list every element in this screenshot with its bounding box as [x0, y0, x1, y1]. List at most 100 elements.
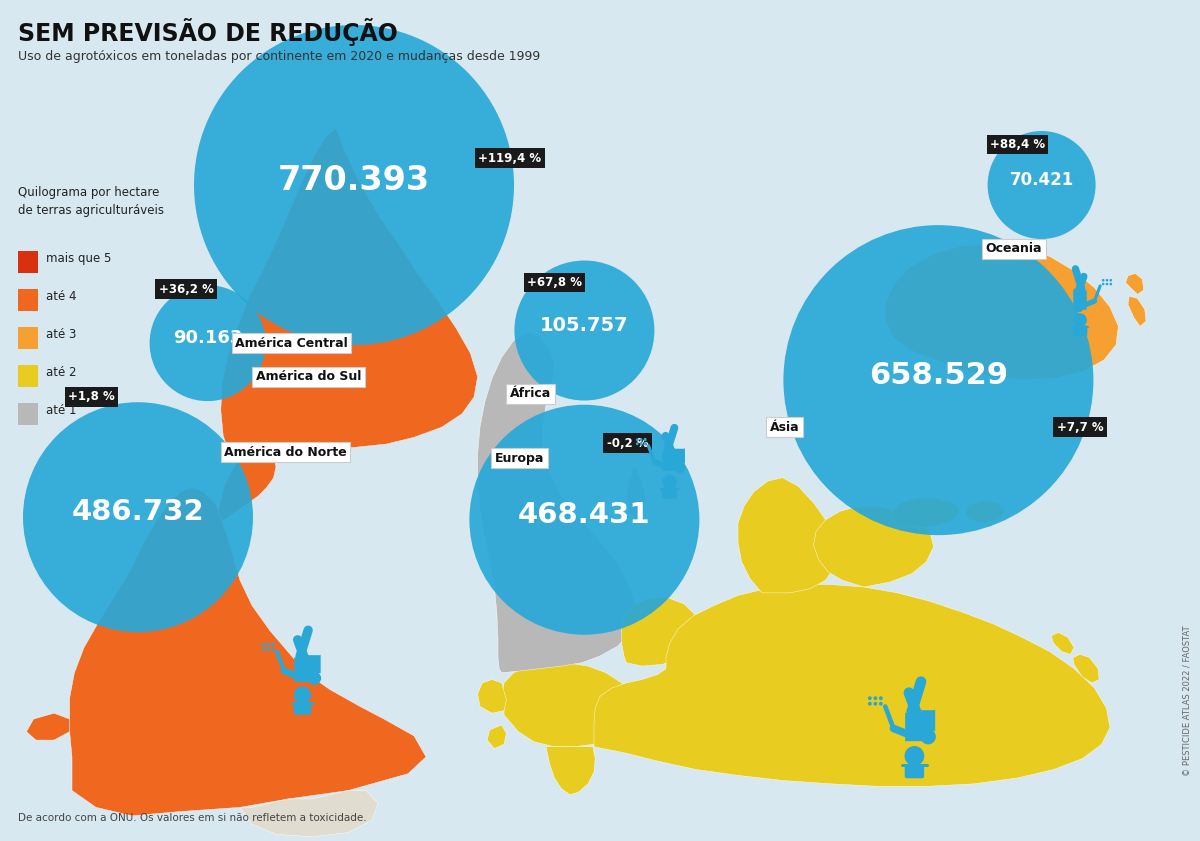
Text: Quilograma por hectare: Quilograma por hectare	[18, 186, 160, 198]
Circle shape	[266, 648, 270, 651]
Text: até 3: até 3	[46, 328, 77, 341]
Circle shape	[271, 643, 275, 646]
Polygon shape	[890, 498, 960, 528]
Text: De acordo com a ONU. Os valores em si não refletem a toxicidade.: De acordo com a ONU. Os valores em si nã…	[18, 813, 367, 823]
Polygon shape	[26, 713, 70, 740]
Polygon shape	[240, 791, 378, 837]
FancyBboxPatch shape	[1073, 325, 1087, 336]
Circle shape	[868, 696, 871, 700]
FancyBboxPatch shape	[18, 365, 38, 387]
FancyBboxPatch shape	[905, 764, 924, 778]
Text: América Central: América Central	[235, 336, 348, 350]
Text: -0,2 %: -0,2 %	[607, 436, 648, 450]
Polygon shape	[502, 663, 638, 747]
Ellipse shape	[784, 225, 1093, 535]
Text: 105.757: 105.757	[540, 316, 629, 335]
Text: 90.163: 90.163	[173, 329, 242, 347]
Text: Uso de agrotóxicos em toneladas por continente em 2020 e mudanças desde 1999: Uso de agrotóxicos em toneladas por cont…	[18, 50, 540, 63]
Text: +36,2 %: +36,2 %	[158, 283, 214, 296]
Polygon shape	[546, 747, 595, 795]
Circle shape	[640, 438, 643, 442]
Ellipse shape	[469, 405, 700, 635]
Ellipse shape	[150, 285, 265, 401]
Circle shape	[1074, 302, 1084, 312]
FancyBboxPatch shape	[1073, 290, 1087, 310]
FancyBboxPatch shape	[18, 326, 38, 349]
Polygon shape	[1126, 273, 1144, 294]
FancyBboxPatch shape	[294, 702, 311, 715]
Text: 658.529: 658.529	[869, 361, 1008, 389]
Text: 468.431: 468.431	[518, 500, 650, 529]
Circle shape	[307, 671, 322, 685]
Circle shape	[636, 438, 638, 442]
Polygon shape	[886, 244, 1118, 380]
Text: América do Sul: América do Sul	[256, 370, 361, 383]
FancyBboxPatch shape	[662, 450, 677, 472]
Text: 770.393: 770.393	[278, 163, 430, 197]
Circle shape	[1073, 314, 1087, 327]
Circle shape	[878, 701, 883, 706]
Text: SEM PREVISÃO DE REDUÇÃO: SEM PREVISÃO DE REDUÇÃO	[18, 18, 398, 46]
Polygon shape	[70, 488, 426, 816]
Polygon shape	[626, 467, 646, 520]
Ellipse shape	[988, 131, 1096, 239]
Circle shape	[1105, 283, 1109, 285]
Polygon shape	[478, 332, 636, 673]
Text: mais que 5: mais que 5	[46, 252, 112, 265]
Circle shape	[262, 643, 265, 646]
Circle shape	[905, 746, 924, 766]
Polygon shape	[221, 128, 478, 461]
Text: Oceania: Oceania	[985, 242, 1043, 256]
FancyBboxPatch shape	[674, 447, 685, 464]
Polygon shape	[487, 725, 506, 748]
FancyBboxPatch shape	[905, 712, 924, 743]
Circle shape	[643, 438, 647, 442]
Circle shape	[1102, 279, 1104, 282]
Text: até 2: até 2	[46, 366, 77, 379]
FancyBboxPatch shape	[18, 251, 38, 272]
Text: Europa: Europa	[494, 452, 545, 465]
Text: 70.421: 70.421	[1009, 171, 1074, 189]
Circle shape	[262, 648, 265, 651]
Circle shape	[874, 701, 877, 706]
FancyBboxPatch shape	[18, 403, 38, 425]
Text: +67,8 %: +67,8 %	[527, 276, 582, 289]
Circle shape	[636, 442, 638, 445]
Polygon shape	[594, 584, 1110, 786]
FancyBboxPatch shape	[308, 654, 320, 674]
Polygon shape	[1051, 632, 1074, 654]
Ellipse shape	[23, 402, 253, 632]
Circle shape	[640, 442, 643, 445]
FancyBboxPatch shape	[1074, 288, 1084, 304]
FancyBboxPatch shape	[922, 709, 935, 732]
Text: +1,8 %: +1,8 %	[68, 390, 114, 404]
FancyBboxPatch shape	[18, 288, 38, 310]
Polygon shape	[478, 680, 506, 713]
Circle shape	[294, 686, 311, 704]
Text: América do Norte: América do Norte	[224, 446, 347, 459]
Text: de terras agriculturáveis: de terras agriculturáveis	[18, 204, 164, 217]
Circle shape	[662, 474, 677, 489]
Text: Ásia: Ásia	[770, 420, 799, 434]
Text: 486.732: 486.732	[72, 498, 204, 526]
Text: +7,7 %: +7,7 %	[1057, 420, 1103, 434]
Text: até 1: até 1	[46, 405, 77, 417]
Circle shape	[674, 463, 685, 473]
Circle shape	[266, 643, 270, 646]
Text: +119,4 %: +119,4 %	[479, 151, 541, 165]
Polygon shape	[622, 597, 702, 666]
Circle shape	[878, 696, 883, 700]
Polygon shape	[814, 506, 934, 587]
Ellipse shape	[515, 261, 654, 400]
Text: +88,4 %: +88,4 %	[990, 138, 1045, 151]
Circle shape	[1110, 283, 1112, 285]
FancyBboxPatch shape	[294, 657, 311, 683]
Text: © PESTICIDE ATLAS 2022 / FAOSTAT: © PESTICIDE ATLAS 2022 / FAOSTAT	[1183, 626, 1192, 776]
Polygon shape	[738, 478, 838, 593]
Circle shape	[271, 648, 275, 651]
Ellipse shape	[194, 25, 514, 345]
Circle shape	[1102, 283, 1104, 285]
Circle shape	[874, 696, 877, 700]
Circle shape	[1110, 279, 1112, 282]
Polygon shape	[218, 442, 276, 521]
